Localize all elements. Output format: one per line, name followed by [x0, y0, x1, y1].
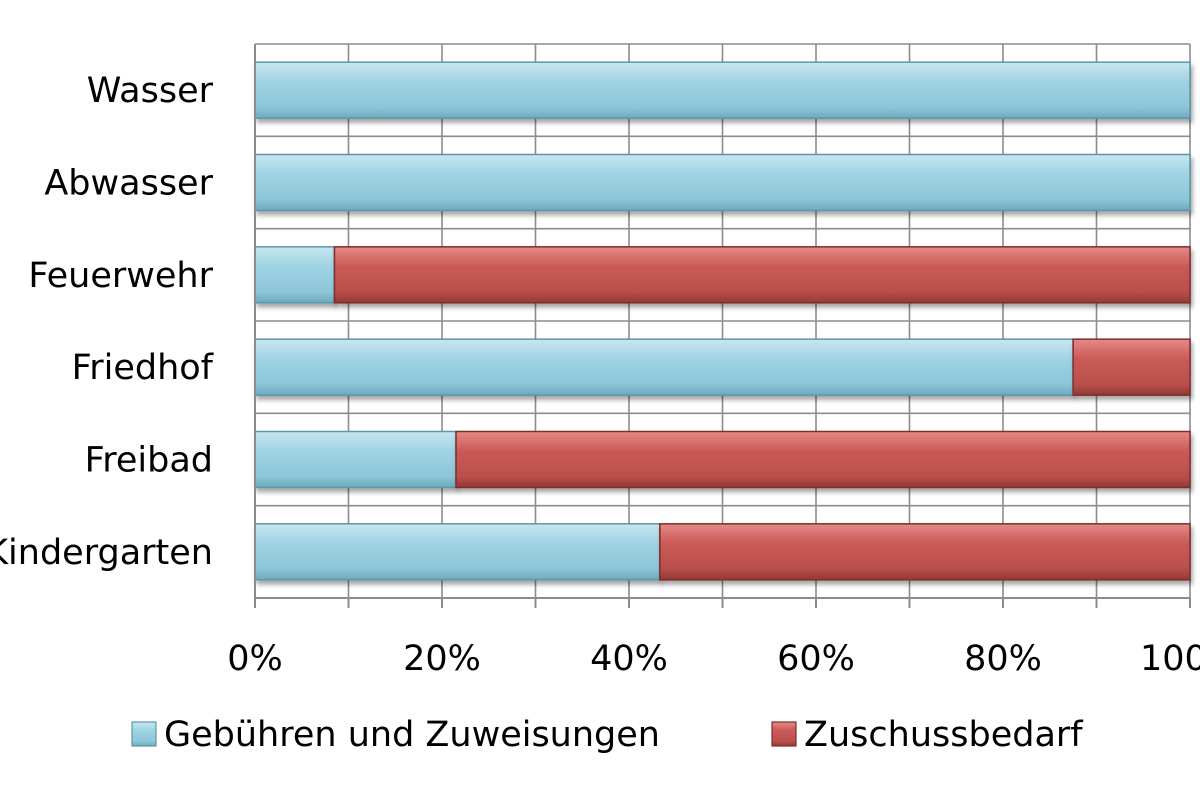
category-labels: Wasser Abwasser Feuerwehr Friedhof Freibad Ki… — [0, 71, 214, 573]
x-tick-label: 60% — [777, 639, 855, 679]
legend: Gebühren und Zuweisungen Zuschussbedarf — [131, 715, 1083, 755]
x-tick-labels: 0% 20% 40% 60% 80% 100% — [227, 639, 1200, 679]
axes — [254, 44, 1191, 608]
grid-lines — [255, 43, 1191, 598]
bar-segment-kindergarten-gebuehren — [254, 523, 661, 581]
bar-segment-feuerwehr-zuschuss — [333, 246, 1191, 304]
bar-segment-friedhof-gebuehren — [254, 338, 1074, 396]
bar-segment-wasser-gebuehren — [254, 61, 1191, 119]
legend-swatch — [771, 721, 797, 747]
x-tick-label: 0% — [227, 639, 283, 679]
bar-segment-freibad-gebuehren — [254, 430, 457, 489]
x-tick-label: 80% — [964, 639, 1042, 679]
bar-segment-abwasser-gebuehren — [254, 153, 1191, 212]
bar-segment-friedhof-zuschuss — [1072, 338, 1191, 396]
legend-label: Gebühren und Zuweisungen — [164, 715, 660, 755]
bar-segment-feuerwehr-gebuehren — [254, 246, 336, 304]
bar-segment-kindergarten-zuschuss — [659, 523, 1191, 581]
legend-label: Zuschussbedarf — [804, 715, 1083, 755]
bars — [254, 61, 1191, 581]
x-tick-label: 40% — [590, 639, 668, 679]
category-label: Friedhof — [72, 348, 214, 388]
x-tick-label: 20% — [403, 639, 481, 679]
category-label: Feuerwehr — [28, 256, 213, 296]
category-label: Abwasser — [44, 164, 213, 204]
category-label: Freibad — [85, 441, 213, 481]
legend-swatch — [131, 721, 157, 747]
x-tick-label: 100% — [1140, 639, 1200, 679]
bar-segment-freibad-zuschuss — [455, 430, 1191, 489]
category-label: Wasser — [87, 71, 214, 111]
category-label: Kindergarten — [0, 533, 213, 573]
